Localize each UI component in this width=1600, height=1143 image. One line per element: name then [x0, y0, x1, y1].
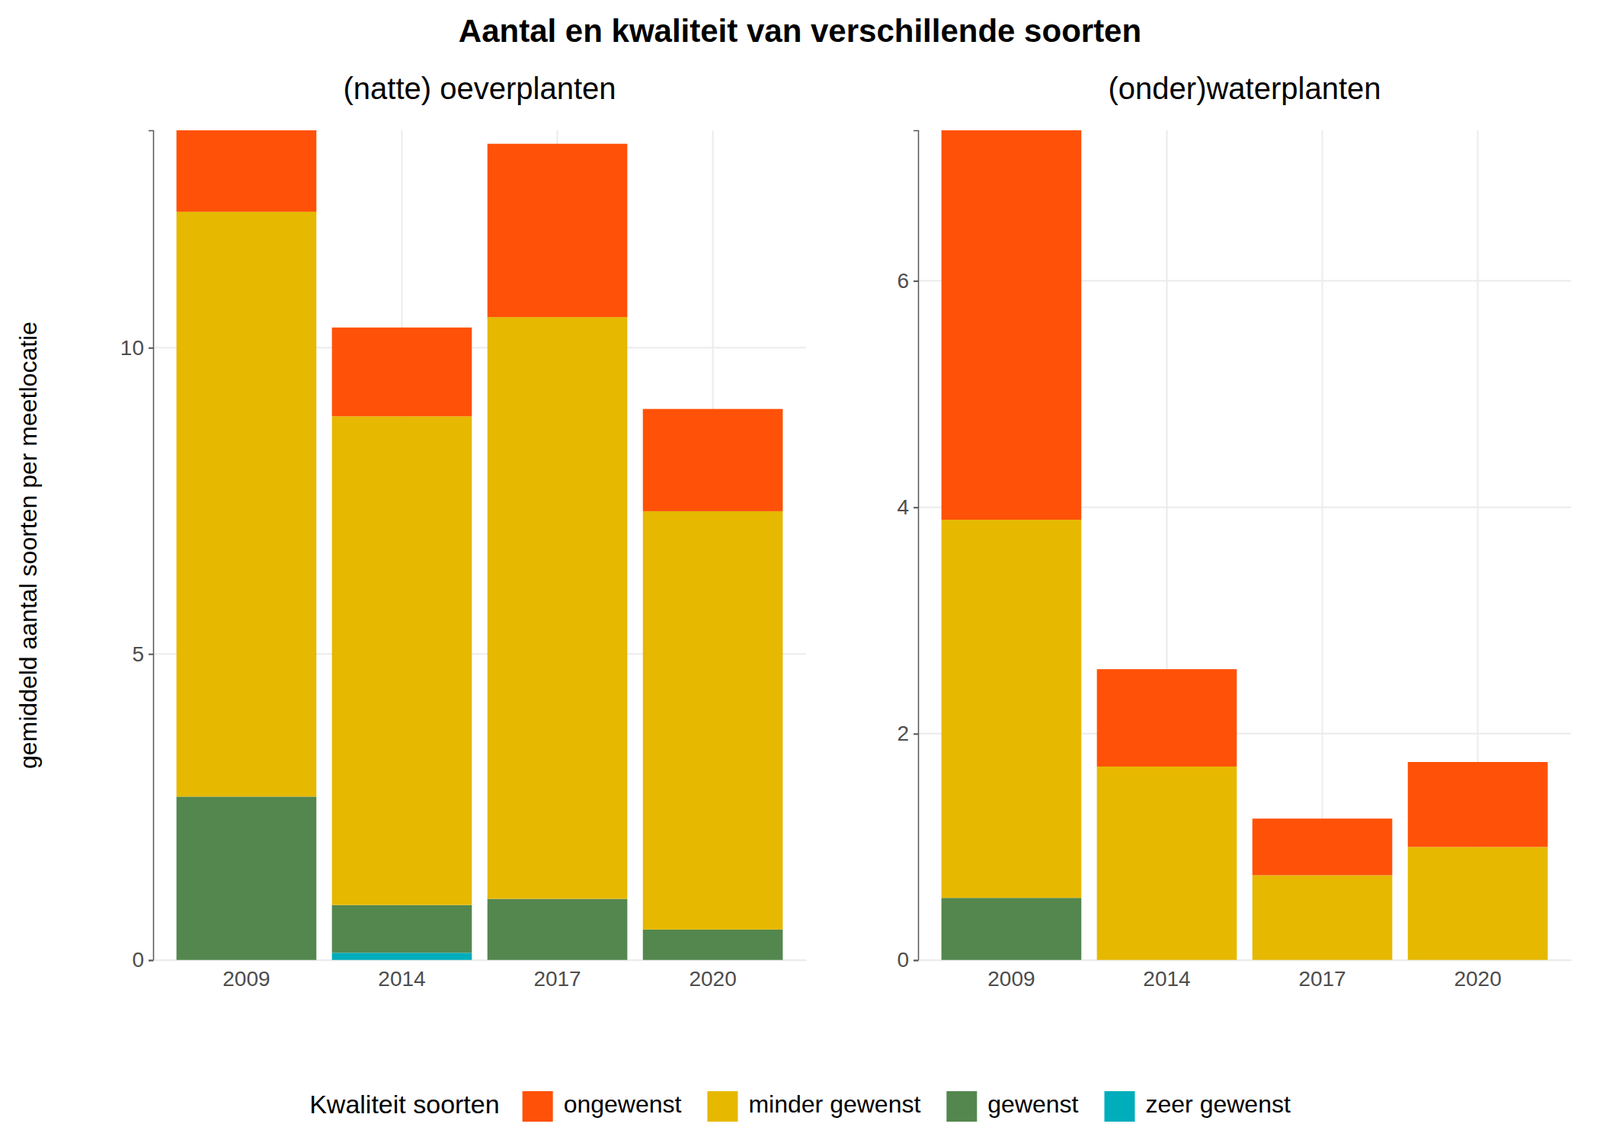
bar-segment: [1408, 761, 1549, 847]
tick: 10: [120, 336, 154, 360]
y-axis: 0 2 4 6: [896, 131, 919, 973]
bar-segment: [643, 511, 784, 930]
bar-segment: [176, 211, 317, 797]
bar-segment: [176, 796, 317, 960]
tick-label: 2: [896, 721, 909, 746]
tick-label: 0: [896, 947, 909, 972]
bar-segment: [643, 929, 784, 960]
tick: 2009: [222, 960, 270, 991]
bar-segment: [332, 905, 473, 954]
bar-segment: [332, 416, 473, 905]
figure: Aantal en kwaliteit van verschillende so…: [0, 0, 1600, 1143]
tick-label: 10: [120, 336, 144, 360]
y-axis-title: gemiddeld aantal soorten per meetlocatie: [14, 321, 42, 769]
figure-title: Aantal en kwaliteit van verschillende so…: [458, 12, 1142, 49]
bar-segment: [487, 144, 628, 317]
grid: [918, 130, 1572, 960]
bars: [176, 130, 784, 960]
tick-mark: [913, 280, 919, 282]
tick-label: 6: [896, 268, 909, 293]
bar-segment: [941, 130, 1082, 520]
legend-swatch: [522, 1091, 554, 1122]
tick-label: 2017: [533, 966, 581, 991]
legend: Kwaliteit soorten ongewenst minder gewenst…: [309, 1089, 1291, 1122]
tick: 2020: [688, 960, 736, 991]
tick: 5: [131, 642, 154, 666]
y-axis: 0 5 10: [120, 131, 154, 973]
tick: 2009: [987, 960, 1035, 991]
bar-segment: [332, 952, 473, 960]
bar-segment: [487, 316, 628, 900]
tick: 0: [131, 947, 154, 972]
tick-label: 4: [896, 495, 909, 519]
bar-segment: [941, 897, 1082, 960]
tick-label: 5: [131, 642, 144, 666]
legend-label: minder gewenst: [748, 1090, 921, 1118]
axis-line: [148, 131, 154, 961]
bar-segment: [643, 409, 784, 512]
legend-swatch: [1104, 1091, 1136, 1122]
bar-segment: [176, 130, 317, 212]
tick-label: 2009: [987, 966, 1035, 991]
legend-label: zeer gewenst: [1145, 1090, 1291, 1118]
x-axis: 2009 2014 2017 2020: [153, 960, 807, 991]
bar-segment: [941, 519, 1082, 898]
tick: 2014: [1142, 960, 1191, 991]
tick: 2014: [377, 960, 426, 991]
tick-mark: [148, 653, 154, 656]
tick: 2020: [1453, 960, 1501, 991]
panel-title: (onder)waterplanten: [1108, 71, 1382, 106]
tick: 6: [896, 268, 919, 293]
tick-mark: [913, 506, 919, 509]
tick: 2017: [1298, 960, 1346, 991]
panel-title: (natte) oeverplanten: [342, 71, 616, 106]
tick-label: 2020: [1453, 966, 1501, 991]
tick-mark: [148, 960, 154, 962]
tick-mark: [148, 347, 154, 349]
tick-label: 2020: [688, 966, 736, 991]
legend-label: gewenst: [987, 1090, 1079, 1118]
bar-segment: [1408, 846, 1549, 960]
panel: 0 5 10 2009 2014 2017 2020 (natte) oeverplanten: [120, 71, 807, 991]
tick-label: 2014: [377, 966, 426, 991]
legend-swatch: [707, 1091, 738, 1122]
legend-swatch: [946, 1091, 977, 1122]
tick-mark: [913, 732, 919, 735]
tick: 4: [896, 495, 919, 519]
tick-label: 2017: [1298, 966, 1346, 991]
bar-segment: [332, 327, 473, 417]
tick-label: 0: [131, 947, 144, 972]
bar-segment: [1097, 766, 1238, 960]
tick: 0: [896, 947, 919, 972]
tick: 2: [896, 721, 919, 746]
tick-label: 2009: [222, 966, 270, 991]
x-axis: 2009 2014 2017 2020: [918, 960, 1572, 991]
bar-segment: [1252, 875, 1393, 960]
legend-label: ongewenst: [563, 1090, 682, 1118]
axis-line: [918, 960, 1572, 962]
bar-segment: [487, 899, 628, 960]
bar-segment: [1252, 818, 1393, 875]
tick: 2017: [533, 960, 581, 991]
tick-label: 2014: [1142, 966, 1191, 991]
bars: [941, 130, 1549, 960]
tick-mark: [913, 960, 919, 962]
axis-line: [153, 960, 807, 962]
legend-title: Kwaliteit soorten: [309, 1089, 500, 1119]
panel: 0 2 4 6 2009 2014 2017 2020 (onder)waterplanten: [896, 71, 1572, 991]
axis-line: [913, 131, 919, 961]
bar-segment: [1097, 668, 1238, 767]
grid: [153, 130, 807, 960]
